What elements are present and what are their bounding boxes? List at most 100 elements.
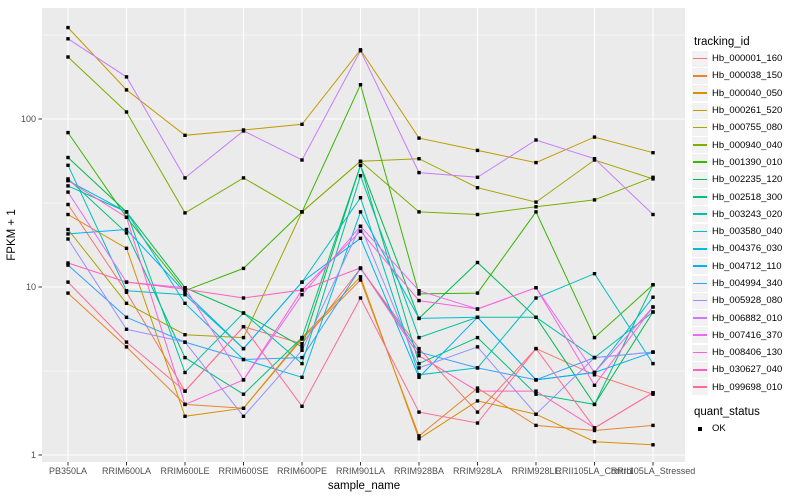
data-point: [358, 49, 363, 53]
data-point: [358, 296, 363, 300]
legend-item-Hb_005928_080: Hb_005928_080: [692, 292, 800, 309]
data-point: [534, 286, 538, 290]
data-point: [183, 402, 187, 407]
data-point: [534, 392, 538, 396]
data-point: [417, 375, 421, 379]
data-point: [183, 211, 187, 215]
x-tick-label: RRIM600PE: [277, 466, 327, 476]
legend-key-swatch: [692, 258, 708, 275]
legend-item-Hb_001390_010: Hb_001390_010: [692, 154, 800, 171]
legend: tracking_id Hb_000001_160 Hb_000038_150 Hb…: [692, 0, 800, 437]
data-point: [66, 155, 70, 160]
legend-item-label: Hb_004994_340: [712, 278, 783, 289]
data-point: [358, 224, 363, 228]
data-point: [300, 342, 304, 346]
legend-item-label: Hb_003243_020: [712, 208, 783, 220]
data-point: [651, 151, 655, 155]
data-point: [241, 346, 246, 351]
data-point: [66, 280, 70, 284]
legend-item-Hb_000261_520: Hb_000261_520: [692, 102, 800, 119]
legend-key-swatch: [692, 310, 708, 327]
legend-key-swatch: [692, 223, 708, 240]
data-point: [592, 370, 597, 375]
x-axis-title: sample_name: [328, 480, 400, 492]
data-point: [534, 200, 538, 204]
legend-item-label: Hb_008406_130: [712, 347, 783, 359]
data-point: [124, 110, 129, 114]
data-point: [651, 391, 655, 395]
legend-key-swatch: [692, 50, 708, 67]
data-point: [183, 333, 187, 337]
legend-item-Hb_002235_120: Hb_002235_120: [692, 171, 800, 188]
data-point: [358, 229, 363, 233]
data-point: [183, 355, 187, 360]
legend-item-Hb_000038_150: Hb_000038_150: [692, 67, 800, 84]
data-point: [534, 138, 538, 142]
y-tick-label: 1: [31, 450, 36, 460]
data-point: [417, 354, 421, 358]
legend-item-label: Hb_030627_040: [712, 364, 783, 376]
legend-key-swatch: [692, 85, 708, 102]
legend-key-swatch: [692, 102, 708, 119]
legend-quant-items: OK: [692, 420, 800, 437]
legend-item-Hb_000040_050: Hb_000040_050: [692, 85, 800, 102]
data-point: [592, 335, 597, 340]
data-point: [651, 350, 655, 354]
legend-item-Hb_006882_010: Hb_006882_010: [692, 309, 800, 327]
data-point: [300, 404, 304, 408]
legend-item-label: Hb_002235_120: [712, 174, 783, 186]
data-point: [124, 301, 129, 305]
data-point: [475, 399, 480, 403]
y-tick-label: 10: [26, 282, 36, 292]
axis-tick-marks: [38, 118, 654, 466]
data-point: [66, 190, 70, 194]
data-point: [475, 389, 480, 393]
data-point: [475, 148, 480, 153]
data-point: [300, 280, 304, 284]
legend-key-swatch: [692, 137, 708, 154]
data-point: [417, 210, 421, 214]
data-point: [241, 176, 246, 180]
data-point: [124, 215, 129, 219]
data-point: [241, 335, 246, 340]
legend-item-label: Hb_007416_370: [712, 329, 783, 341]
legend-item-Hb_000001_160: Hb_000001_160: [692, 50, 800, 67]
legend-item-label: Hb_000040_050: [712, 87, 783, 99]
data-point: [66, 178, 70, 183]
legend-key-swatch: [692, 67, 708, 84]
data-point: [417, 350, 421, 354]
data-point: [300, 122, 304, 126]
legend-item-Hb_099698_010: Hb_099698_010: [692, 379, 800, 396]
legend-item-Hb_004994_340: Hb_004994_340: [692, 275, 800, 292]
data-point: [66, 184, 70, 188]
legend-item-label: OK: [712, 423, 726, 435]
legend-item-Hb_004712_110: Hb_004712_110: [692, 258, 800, 275]
data-point: [592, 373, 597, 377]
data-point: [475, 315, 480, 319]
data-point: [124, 327, 129, 331]
data-point: [592, 157, 597, 161]
data-point: [300, 158, 304, 162]
data-point: [124, 315, 129, 319]
data-point: [534, 389, 538, 393]
data-point: [417, 157, 421, 161]
data-point: [66, 291, 70, 295]
data-point: [651, 175, 655, 179]
data-point: [183, 414, 187, 418]
data-point: [183, 287, 187, 291]
data-point: [183, 176, 187, 180]
data-point: [300, 335, 304, 340]
data-point: [534, 160, 538, 165]
data-point: [358, 196, 363, 200]
data-point: [124, 340, 129, 344]
legend-key-swatch: [692, 240, 708, 257]
legend-item-label: Hb_002518_300: [712, 191, 783, 203]
data-point: [475, 175, 480, 179]
data-point: [124, 88, 129, 92]
data-point: [651, 283, 655, 287]
data-point: [417, 292, 421, 296]
x-tick-label: RRIM928LE: [511, 466, 560, 476]
legend-key-swatch: [692, 292, 708, 309]
data-point: [417, 316, 421, 321]
data-point: [358, 236, 363, 240]
